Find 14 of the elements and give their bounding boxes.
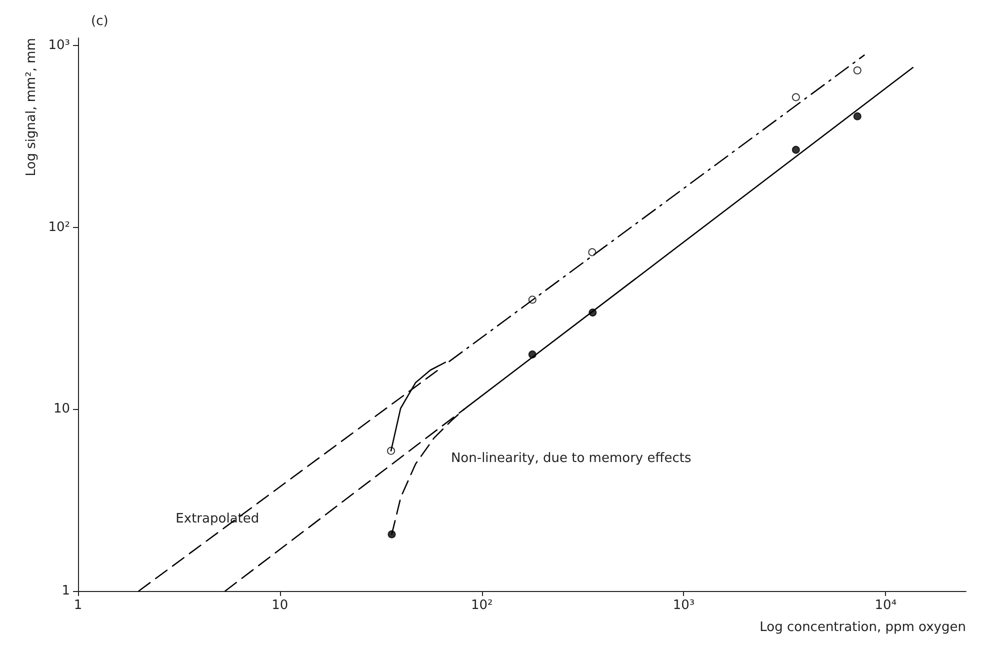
y-tick-label: 10²	[48, 220, 70, 235]
annotation: Non-linearity, due to memory effects	[450, 450, 692, 466]
x-tick-label: 10⁴	[874, 598, 897, 613]
annotation: Extrapolated	[176, 512, 260, 527]
x-tick-label: 10	[272, 598, 288, 613]
x-tick-label: 10³	[672, 598, 695, 613]
y-axis-title: Log signal, mm², mm	[24, 38, 39, 176]
y-tick-label: 10³	[48, 38, 70, 54]
y-tick-label: 10	[53, 402, 70, 417]
y-tick-label: 1	[62, 584, 70, 598]
x-tick-label: 10²	[470, 598, 493, 613]
x-tick-label: 1	[74, 598, 82, 613]
x-axis-title: Log concentration, ppm oxygen	[760, 620, 966, 635]
chart-title: (c)	[91, 14, 108, 29]
